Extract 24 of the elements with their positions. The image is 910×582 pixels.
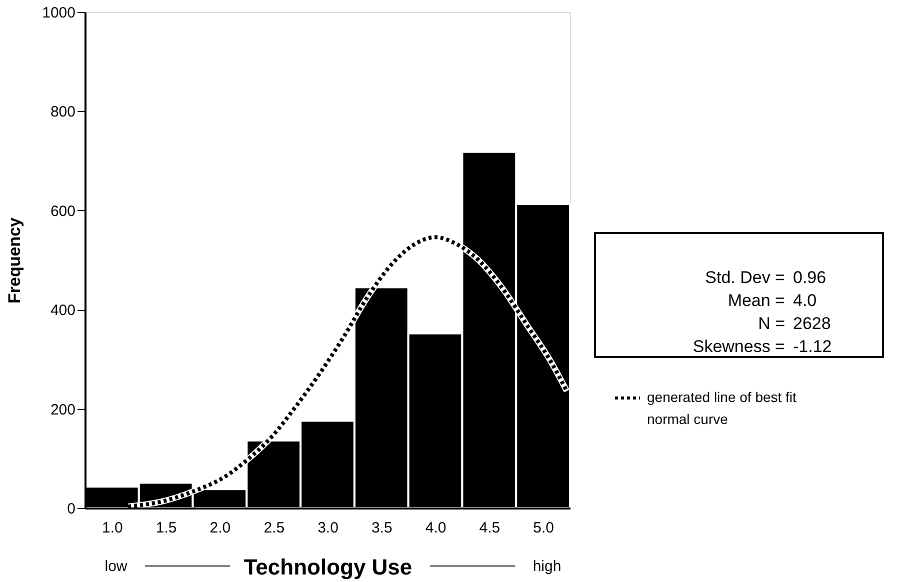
y-tick-label: 200 [50, 401, 76, 418]
x-axis-title: Technology Use [244, 554, 412, 580]
x-tick-label: 4.5 [479, 520, 500, 536]
text: low [104, 558, 128, 575]
x-tick-label: 3.0 [318, 520, 338, 536]
x-tick-label: 2.0 [210, 520, 231, 536]
text: Mean = 4.0 [728, 291, 817, 310]
text: Std. Dev = 0.96 [705, 268, 826, 287]
x-tick-label: 5.0 [533, 520, 554, 536]
text: high [532, 558, 562, 575]
y-tick-label: 600 [50, 202, 76, 220]
x-tick-label: 1.5 [156, 520, 177, 536]
x-tick-label: 2.5 [264, 520, 285, 536]
x-tick-label: 3.5 [371, 520, 392, 536]
x-tick-label: 4.0 [425, 520, 446, 536]
text: N = 2628 [758, 314, 831, 333]
y-tick-label: 400 [50, 302, 76, 320]
x-tick-label: 1.0 [102, 520, 123, 536]
y-tick-label: 800 [50, 104, 76, 121]
text: Skewness = -1.12 [692, 337, 832, 356]
y-tick-label: 1000 [42, 4, 76, 22]
y-tick-label: 0 [67, 500, 76, 518]
legend-label: generated line of best fit normal curve [647, 389, 797, 427]
y-axis-title: Frequency [5, 216, 24, 304]
